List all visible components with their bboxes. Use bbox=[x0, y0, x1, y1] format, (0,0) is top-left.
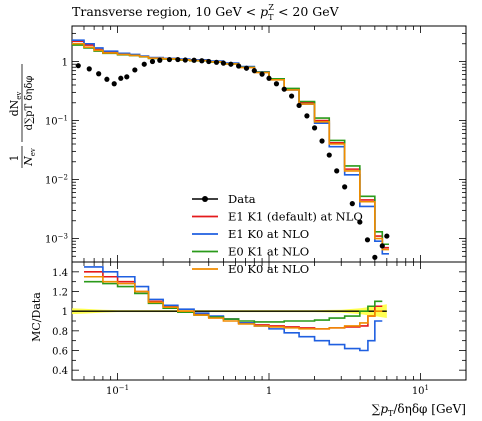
data-point bbox=[141, 61, 147, 67]
data-point bbox=[191, 57, 197, 63]
data-point bbox=[86, 66, 92, 72]
ratio-y-tick-label: 0.4 bbox=[52, 366, 68, 377]
data-point bbox=[182, 57, 188, 63]
main-y-axis-label: 1 Nev dNev d∑pT δηδφ bbox=[8, 64, 37, 168]
data-point bbox=[334, 168, 340, 174]
data-point bbox=[206, 58, 212, 65]
main-y-tick-label: 10−1 bbox=[45, 115, 68, 128]
data-point bbox=[311, 125, 318, 131]
data-point bbox=[379, 243, 385, 249]
data-point bbox=[213, 59, 220, 65]
data-point bbox=[243, 65, 250, 71]
data-point bbox=[75, 63, 81, 69]
data-point bbox=[251, 68, 257, 74]
data-point bbox=[228, 61, 234, 67]
data-point bbox=[132, 67, 138, 73]
main-y-tick-label: 10−3 bbox=[45, 233, 68, 246]
data-point bbox=[220, 60, 227, 66]
ratio-y-axis-label: MC/Data bbox=[30, 292, 43, 342]
legend-entry: E0 K1 at NLO bbox=[228, 245, 309, 259]
legend-entry: E1 K1 (default) at NLO bbox=[228, 210, 363, 224]
data-point bbox=[149, 58, 156, 65]
data-point bbox=[281, 86, 287, 92]
data-point bbox=[199, 58, 205, 64]
data-point bbox=[157, 57, 163, 63]
ratio-panel: 10−1 1 101 0.4 0.6 0.8 1 1.2 1.4 bbox=[52, 261, 467, 397]
data-point bbox=[296, 102, 302, 109]
legend-entry: Data bbox=[228, 192, 256, 206]
data-point bbox=[236, 63, 242, 69]
legend-entry: E0 K0 at NLO bbox=[228, 262, 309, 276]
ratio-y-tick-label: 0.6 bbox=[52, 347, 68, 358]
data-point bbox=[384, 233, 390, 239]
ratio-y-tick-label: 1.4 bbox=[52, 268, 68, 279]
x-tick-label: 1 bbox=[266, 386, 272, 397]
ratio-series-group bbox=[83, 266, 383, 352]
main-y-label-den: d∑pT δηδφ bbox=[24, 76, 35, 131]
ratio-line-e0-k0-at-nlo bbox=[83, 275, 383, 330]
data-point bbox=[124, 74, 130, 80]
ratio-y-tick-label: 1 bbox=[62, 307, 68, 318]
ratio-y-tick-label: 1.2 bbox=[52, 288, 68, 299]
main-y-label-num: dNev bbox=[8, 92, 23, 117]
ratio-line-e1-k0-at-nlo bbox=[83, 266, 383, 352]
data-point bbox=[111, 81, 117, 87]
data-point bbox=[166, 56, 173, 63]
main-series-group bbox=[72, 39, 390, 260]
x-tick-label: 10−1 bbox=[106, 384, 129, 397]
main-y-tick-label: 1 bbox=[62, 58, 68, 69]
main-y-tick-label: 10−2 bbox=[45, 174, 68, 187]
data-point bbox=[104, 76, 110, 82]
data-point bbox=[326, 152, 332, 158]
data-point bbox=[342, 184, 348, 190]
main-y-label-one: 1 bbox=[8, 155, 21, 162]
legend-entry: E1 K0 at NLO bbox=[228, 227, 309, 241]
ratio-y-tick-label: 0.8 bbox=[52, 327, 68, 338]
chart-title: Transverse region, 10 GeV < pTZ < 20 GeV bbox=[72, 3, 340, 22]
data-point bbox=[118, 75, 124, 81]
data-point bbox=[96, 71, 102, 77]
main-y-label-den-n: Nev bbox=[22, 148, 37, 167]
data-point bbox=[357, 219, 363, 225]
data-point bbox=[288, 93, 295, 99]
data-point bbox=[319, 138, 325, 144]
data-point bbox=[372, 254, 378, 260]
data-point bbox=[349, 201, 355, 207]
data-point bbox=[304, 113, 310, 119]
legend-marker-data-dot bbox=[202, 196, 208, 202]
data-point bbox=[175, 56, 181, 63]
ratio-line-e0-k1-at-nlo bbox=[83, 280, 383, 323]
x-tick-label: 101 bbox=[412, 384, 429, 397]
data-point bbox=[259, 71, 265, 77]
data-point bbox=[273, 81, 280, 87]
data-point bbox=[266, 75, 272, 81]
x-axis-label: ∑pT/δηδφ [GeV] bbox=[372, 402, 466, 418]
legend: Data E1 K1 (default) at NLO E1 K0 at NLO E0… bbox=[192, 192, 363, 276]
data-point bbox=[364, 237, 371, 243]
